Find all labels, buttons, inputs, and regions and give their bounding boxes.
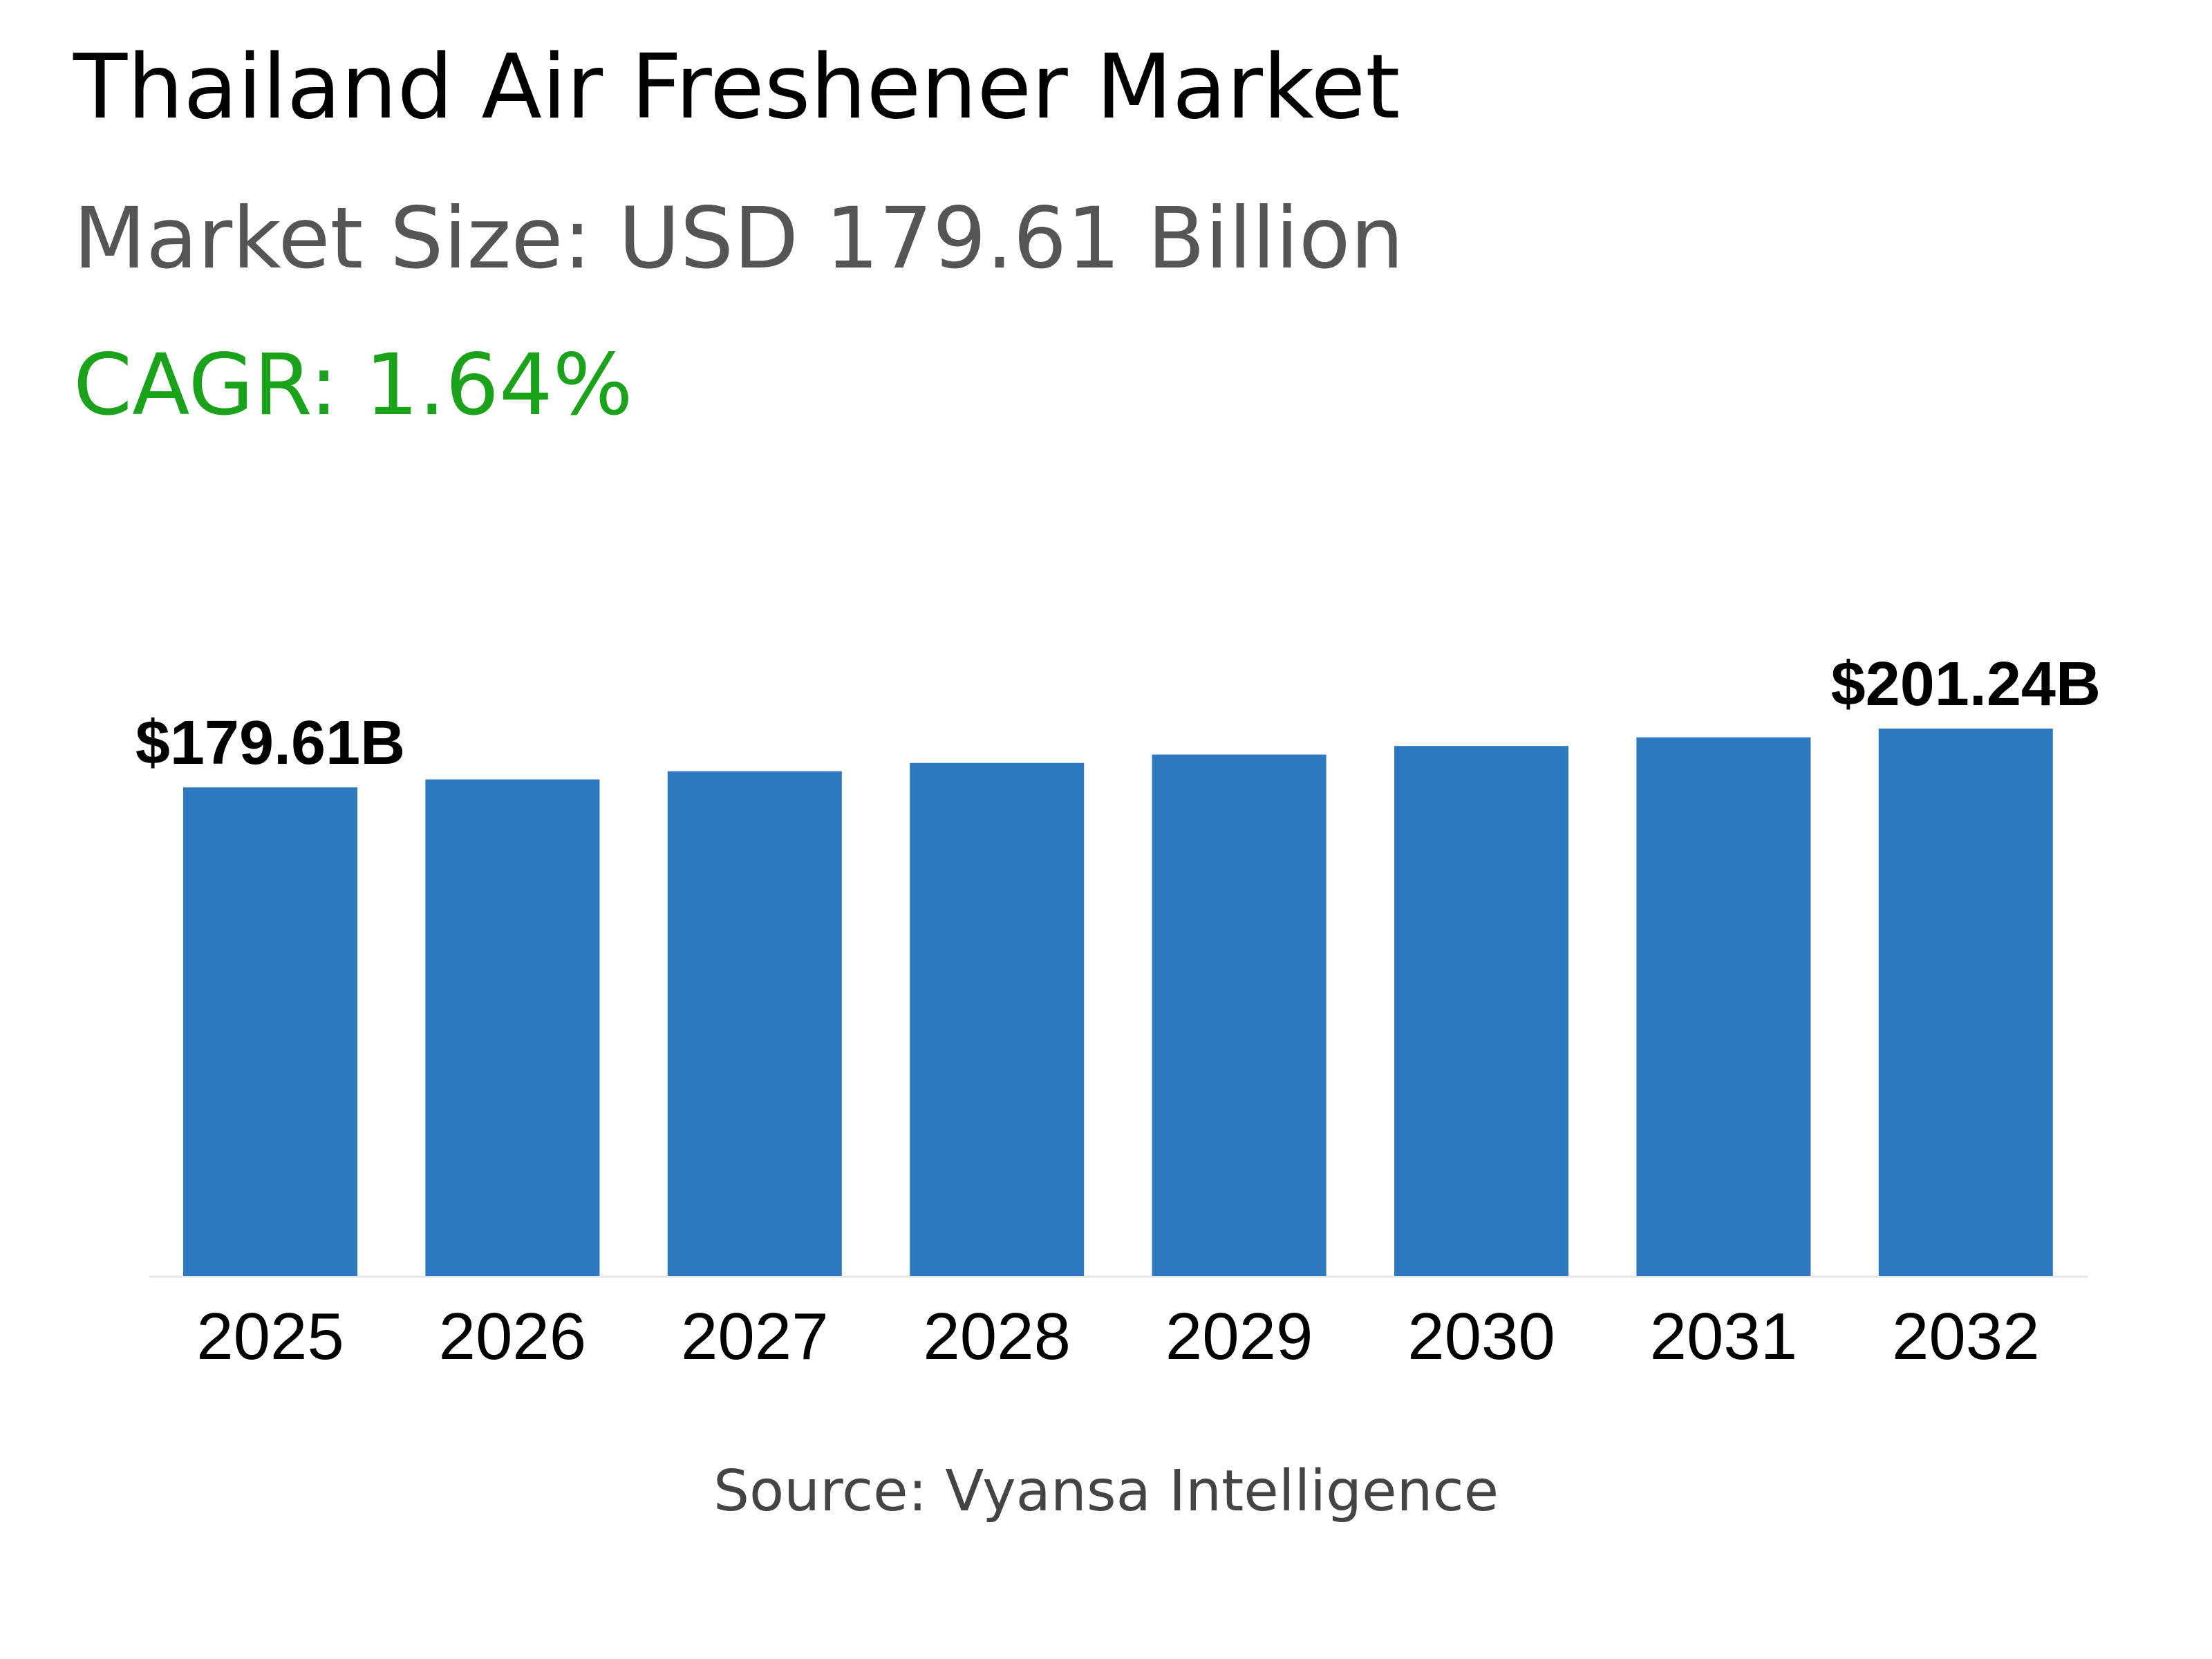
x-tick-label-2031: 2031	[1650, 1300, 1798, 1374]
data-label-2032: $201.24B	[1831, 650, 2101, 719]
data-label-2025: $179.61B	[135, 709, 405, 778]
bar-2031	[1636, 737, 1811, 1276]
bar-2029	[1152, 754, 1327, 1276]
bar-2027	[667, 771, 842, 1276]
cagr-label: CAGR: 1.64%	[73, 336, 633, 434]
bar-2030	[1394, 746, 1568, 1276]
bar-2028	[910, 762, 1085, 1276]
bar-2026	[425, 779, 600, 1276]
chart-title: Thailand Air Freshener Market	[73, 36, 1400, 139]
x-tick-label-2026: 2026	[439, 1300, 587, 1374]
x-tick-label-2030: 2030	[1407, 1300, 1555, 1374]
x-tick-label-2028: 2028	[923, 1300, 1071, 1374]
bar-2032	[1878, 729, 2053, 1276]
bar-2025	[183, 787, 357, 1276]
source-note: Source: Vyansa Intelligence	[713, 1459, 1499, 1524]
x-tick-label-2029: 2029	[1165, 1300, 1313, 1374]
x-tick-label-2032: 2032	[1892, 1300, 2040, 1374]
x-tick-label-2027: 2027	[681, 1300, 829, 1374]
x-tick-label-2025: 2025	[196, 1300, 344, 1374]
market-size-subtitle: Market Size: USD 179.61 Billion	[73, 189, 1404, 288]
